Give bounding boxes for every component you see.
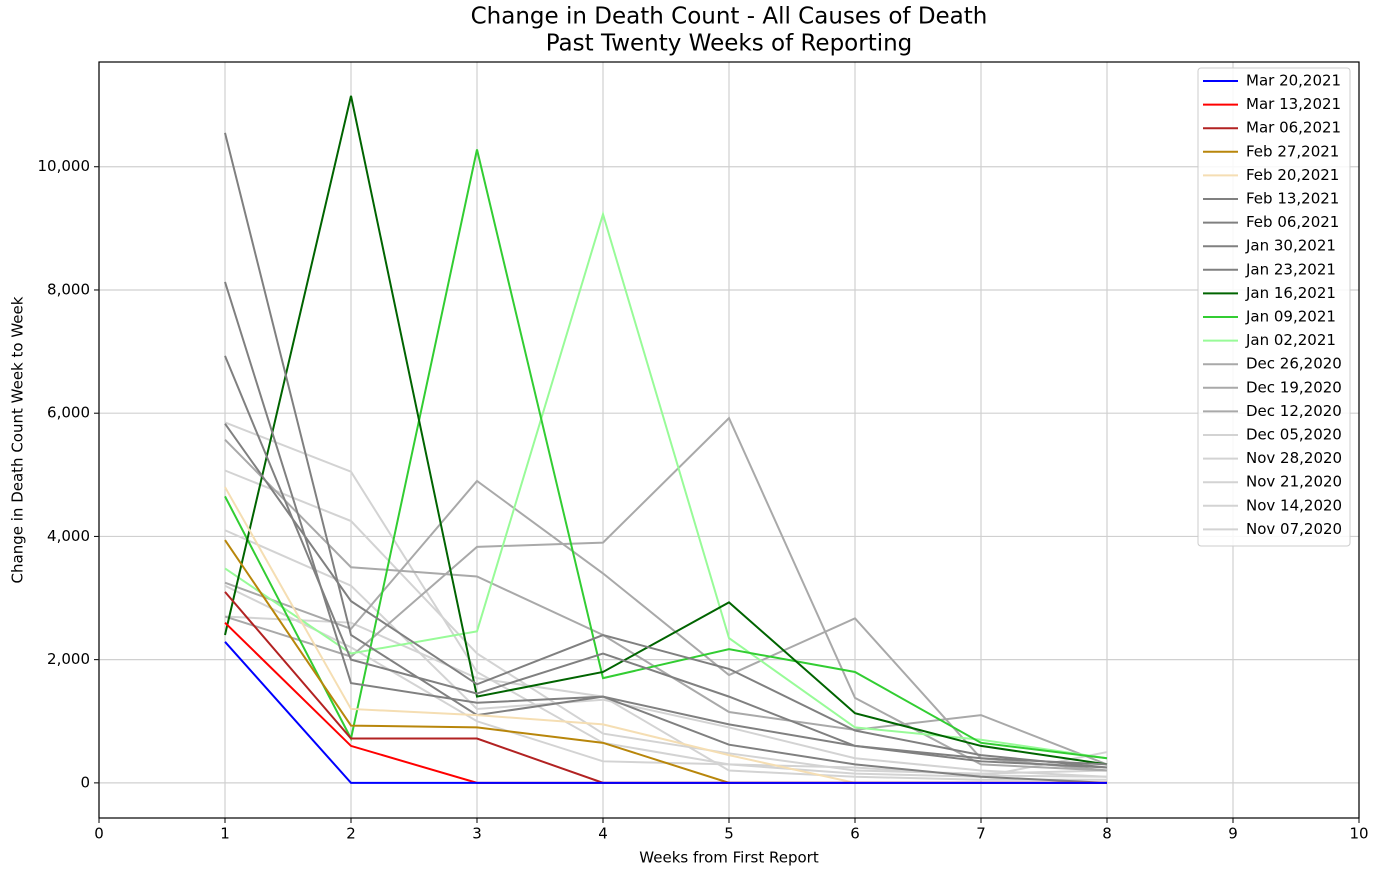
legend-label: Nov 21,2020	[1246, 473, 1342, 491]
x-tick-label: 9	[1228, 825, 1238, 843]
legend-label: Mar 13,2021	[1246, 95, 1341, 113]
x-tick-label: 6	[850, 825, 860, 843]
series-line	[224, 149, 1108, 760]
x-tick-label: 10	[1349, 825, 1368, 843]
y-tick-label: 0	[80, 773, 90, 791]
legend-label: Nov 07,2020	[1246, 520, 1342, 538]
legend: Mar 20,2021 Mar 13,2021 Mar 06,2021 Feb 27,…	[1197, 67, 1351, 547]
chart-title: Change in Death Count - All Causes of De…	[471, 4, 988, 30]
legend-label: Jan 30,2021	[1245, 237, 1336, 255]
legend-label: Dec 19,2020	[1246, 378, 1342, 396]
y-axis-label: Change in Death Count Week to Week	[9, 296, 27, 583]
legend-label: Feb 06,2021	[1246, 213, 1339, 231]
legend-label: Dec 05,2020	[1246, 426, 1342, 444]
x-tick-label: 0	[94, 825, 104, 843]
series-line	[224, 281, 1108, 766]
series-line	[224, 641, 1107, 784]
chart-subtitle: Past Twenty Weeks of Reporting	[546, 31, 913, 57]
series-line	[224, 132, 1108, 784]
legend-label: Dec 26,2020	[1246, 355, 1342, 373]
y-tick-label: 6,000	[47, 404, 90, 422]
series-line	[224, 615, 1107, 781]
legend-label: Nov 28,2020	[1246, 449, 1342, 467]
series-line	[224, 355, 1108, 769]
x-tick-label: 1	[220, 825, 230, 843]
x-tick-label: 7	[976, 825, 986, 843]
legend-label: Jan 02,2021	[1245, 331, 1336, 349]
y-tick-label: 4,000	[47, 527, 90, 545]
x-tick-label: 2	[346, 825, 356, 843]
series-line	[224, 416, 1108, 772]
series-line	[224, 438, 1108, 766]
x-tick-label: 5	[724, 825, 734, 843]
series-line	[224, 421, 1108, 778]
legend-label: Jan 16,2021	[1245, 284, 1336, 302]
legend-label: Mar 20,2021	[1246, 72, 1341, 90]
series-line	[224, 210, 1108, 760]
x-tick-label: 3	[472, 825, 482, 843]
legend-label: Jan 09,2021	[1245, 308, 1336, 326]
legend-label: Mar 06,2021	[1246, 119, 1341, 137]
legend-label: Feb 13,2021	[1246, 190, 1339, 208]
series-line	[224, 479, 1108, 772]
x-tick-label: 4	[598, 825, 608, 843]
y-tick-label: 10,000	[38, 157, 91, 175]
series-line	[224, 95, 1108, 766]
series-line	[224, 529, 1108, 778]
y-tick-label: 8,000	[47, 280, 90, 298]
x-tick-label: 8	[1102, 825, 1112, 843]
legend-box	[1197, 67, 1351, 547]
plot-frame	[98, 61, 1360, 819]
legend-label: Dec 12,2020	[1246, 402, 1342, 420]
legend-label: Nov 14,2020	[1246, 496, 1342, 514]
x-axis-label: Weeks from First Report	[639, 849, 819, 867]
series-line	[224, 423, 1108, 769]
legend-label: Feb 20,2021	[1246, 166, 1339, 184]
series-line	[224, 621, 1107, 784]
y-tick-label: 2,000	[47, 650, 90, 668]
legend-label: Feb 27,2021	[1246, 142, 1339, 160]
series-line	[224, 469, 1108, 775]
legend-label: Jan 23,2021	[1245, 260, 1336, 278]
